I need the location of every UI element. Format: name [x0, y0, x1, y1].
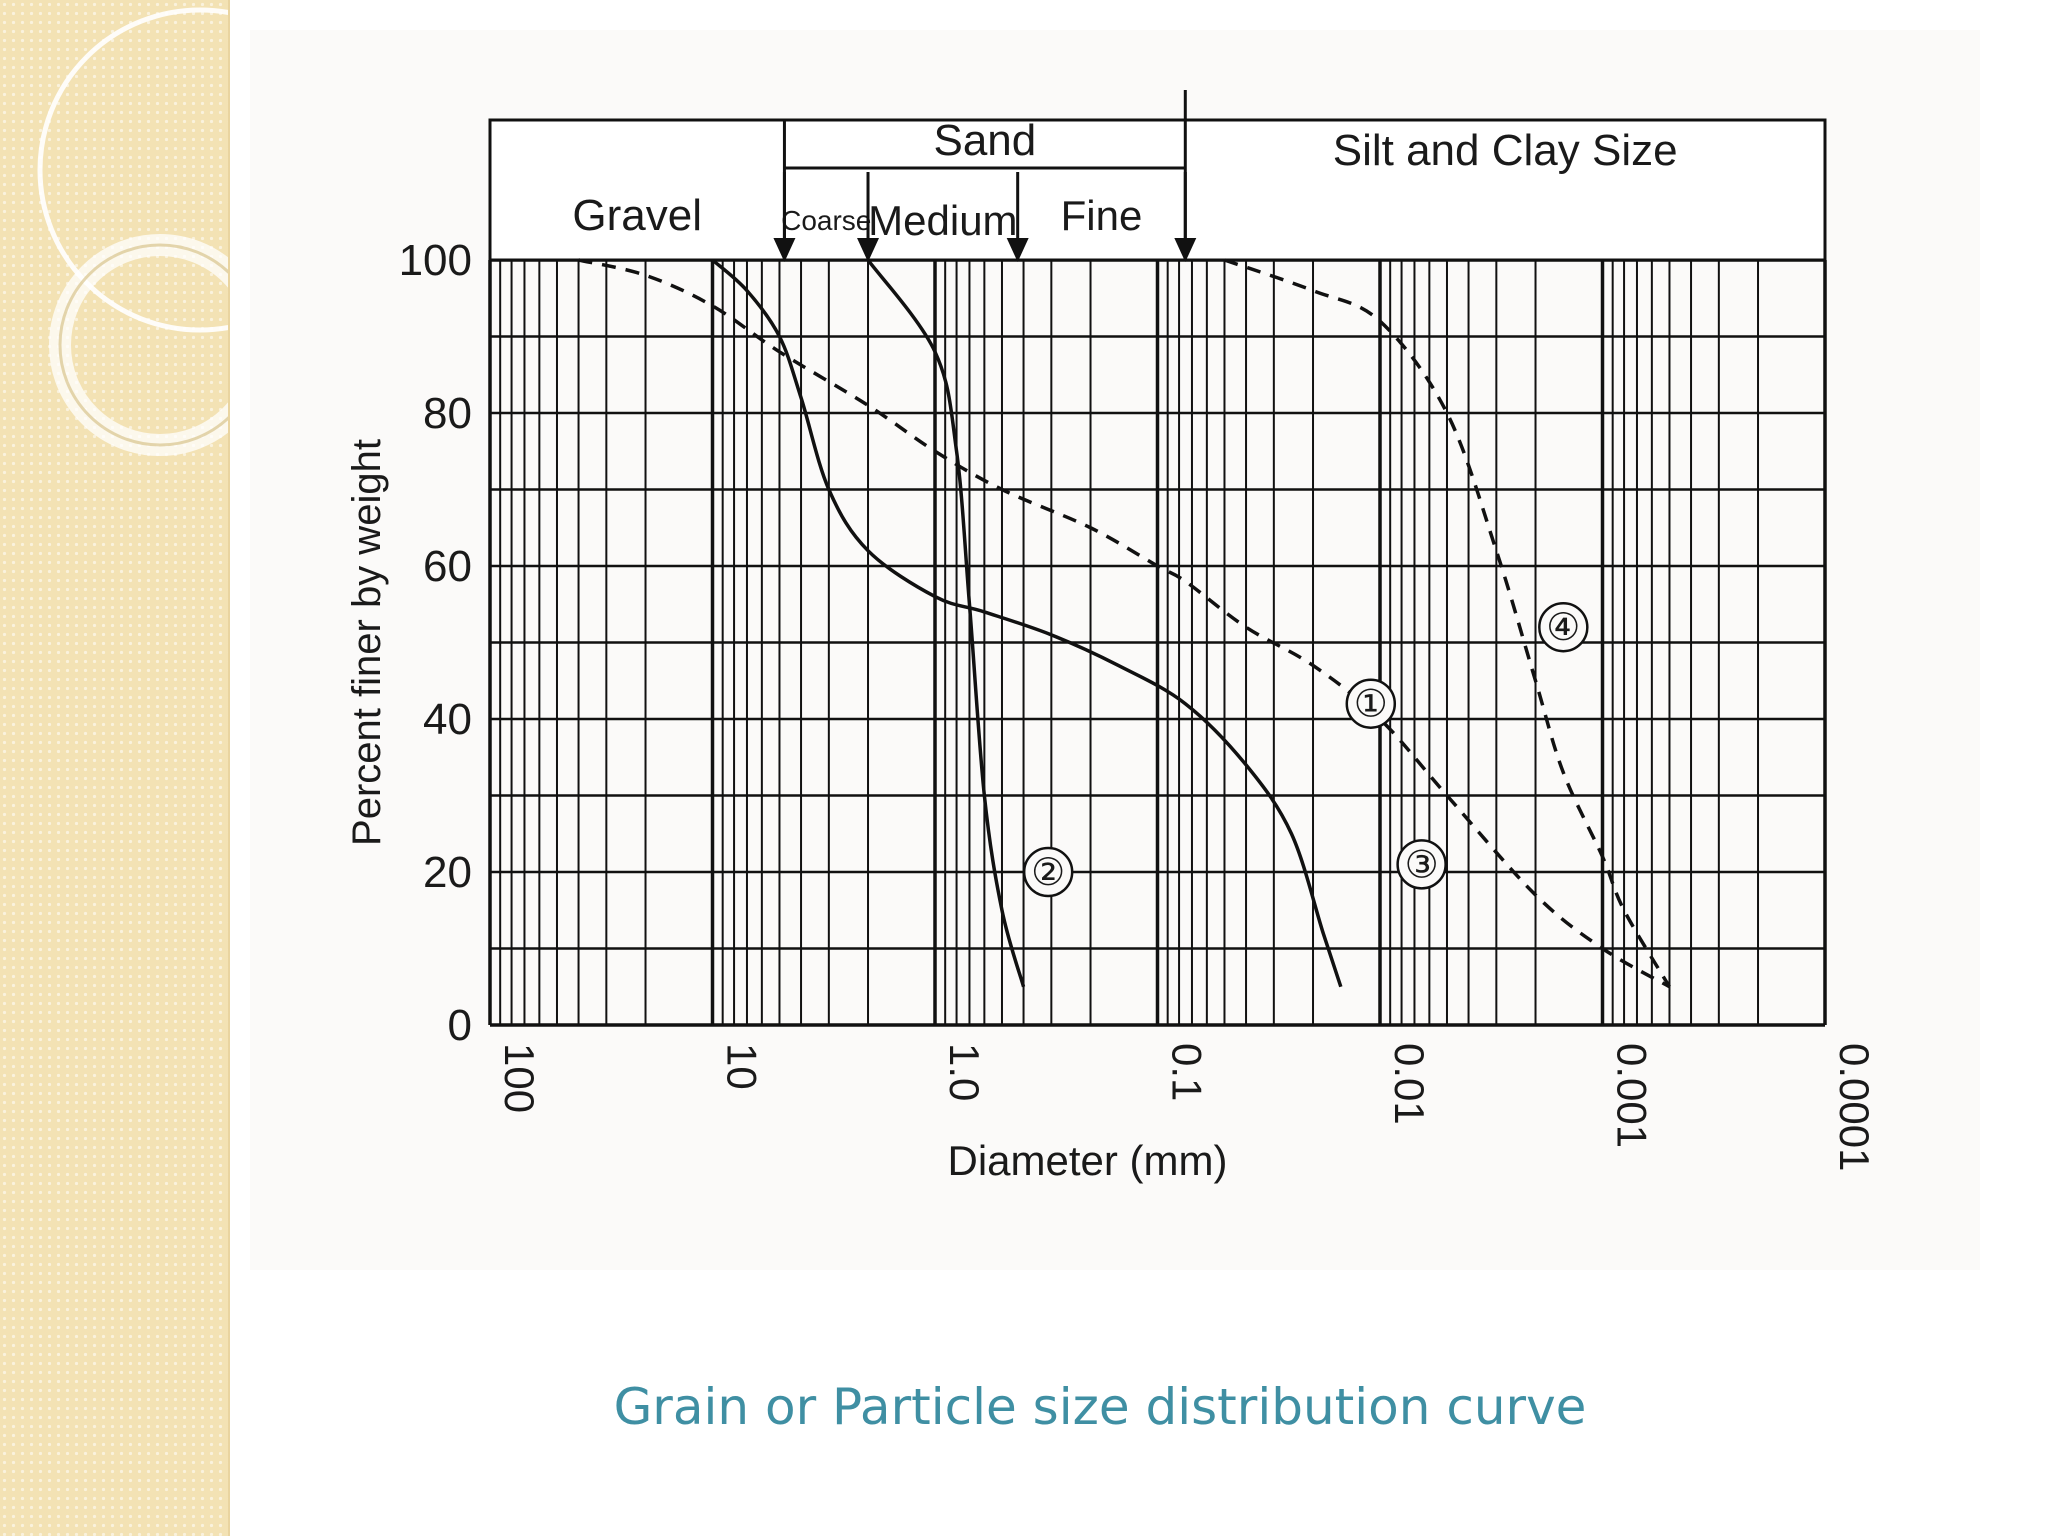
silt-clay-label: Silt and Clay Size [1333, 126, 1678, 175]
curve-label-circle [1396, 839, 1447, 890]
boundary-arrow-head [857, 238, 880, 262]
x-tick-label: 0.001 [1609, 1043, 1656, 1148]
y-tick-label: 0 [448, 1001, 472, 1050]
y-tick-label: 80 [423, 389, 472, 438]
decorative-side-band [0, 0, 230, 1536]
y-tick-label: 40 [423, 695, 472, 744]
x-tick-label: 0.1 [1164, 1043, 1211, 1101]
y-axis-label: Percent finer by weight [345, 439, 389, 846]
sand-label: Sand [933, 116, 1036, 165]
boundary-arrows [773, 172, 1197, 262]
y-tick-label: 20 [423, 848, 472, 897]
curve-label-circle [1022, 846, 1074, 898]
curve-label: ② [1031, 852, 1065, 894]
curve-label-circle [1345, 678, 1397, 729]
x-tick-labels: 100 10 1.0 0.1 0.01 0.001 0.0001 [496, 1043, 1878, 1171]
fine-label: Fine [1061, 192, 1143, 239]
curve-2 [866, 258, 1026, 988]
curve-3 [711, 258, 1343, 988]
x-tick-label: 100 [496, 1043, 543, 1113]
boundary-arrow-head [1174, 238, 1197, 262]
curves: ① ② ③ ④ [578, 258, 1671, 989]
chart-frame: Gravel Sand Coarse Medium Fine Silt and … [250, 30, 1980, 1270]
medium-label: Medium [868, 197, 1017, 244]
x-axis-label: Diameter (mm) [948, 1137, 1228, 1184]
ring-small [49, 234, 228, 456]
gravel-label: Gravel [572, 191, 702, 240]
curve-label: ① [1354, 684, 1388, 726]
y-tick-labels: 0 20 40 60 80 100 [399, 236, 472, 1050]
x-tick-label: 0.01 [1386, 1043, 1433, 1125]
ring-large [37, 7, 228, 333]
curve-label: ④ [1546, 607, 1580, 649]
grid [488, 258, 1827, 1027]
x-tick-label: 10 [719, 1043, 766, 1090]
curve-1 [578, 258, 1671, 989]
grain-size-chart: Gravel Sand Coarse Medium Fine Silt and … [345, 90, 1878, 1184]
coarse-label: Coarse [781, 205, 871, 236]
y-tick-label: 60 [423, 542, 472, 591]
curve-label-circle [1538, 601, 1589, 653]
x-tick-label: 1.0 [941, 1043, 988, 1101]
ring-small-outline [58, 243, 228, 447]
boundary-arrow-head [1006, 238, 1029, 262]
curve-4 [1223, 258, 1671, 988]
slide-caption: Grain or Particle size distribution curv… [613, 1378, 1587, 1436]
curve-label: ③ [1405, 844, 1439, 886]
decorative-rings [37, 7, 228, 456]
x-tick-label: 0.0001 [1831, 1043, 1878, 1171]
boundary-arrow-head [773, 238, 796, 262]
header-box [488, 118, 1827, 262]
y-tick-label: 100 [399, 236, 472, 285]
size-class-header: Gravel Sand Coarse Medium Fine Silt and … [488, 90, 1827, 262]
